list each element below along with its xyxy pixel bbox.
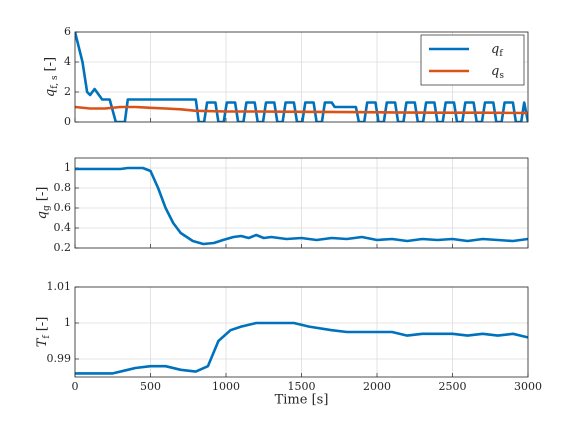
y-label-symbol: q [43,89,58,97]
y-label-unit: [-] [35,317,50,332]
x-tick-label: 500 [140,380,161,393]
x-tick-label: 1500 [288,380,316,393]
y-tick-label: 2 [64,85,71,98]
y-axis-label: qg [-] [35,187,52,220]
legend-box [420,34,525,86]
legend-label: qf [491,42,503,59]
x-tick-label: 2000 [363,380,391,393]
data-line [75,166,528,246]
y-tick-label: 1.01 [47,280,72,293]
x-tick-label: 1000 [212,380,240,393]
y-label-subscript: f [42,335,52,339]
x-tick-label: 2500 [439,380,467,393]
x-axis-label: Time [s] [275,393,329,408]
legend-label: qs [491,64,504,81]
y-label-symbol: T [35,337,50,347]
y-tick-label: 4 [64,55,71,68]
y-tick-label: 6 [64,25,71,38]
data-line [75,105,528,115]
y-tick-label: 1 [64,316,71,329]
y-label-unit: [-] [43,57,58,72]
legend-subscript: s [499,71,504,81]
legend-subscript: f [499,49,503,59]
axes-box [74,31,529,123]
y-tick-label: 0.8 [54,181,72,194]
x-tick-label: 3000 [514,380,542,393]
y-tick-label: 0.99 [47,352,72,365]
y-label-subscript: f, s [50,75,60,89]
y-tick-label: 0.2 [54,241,72,254]
y-tick-label: 1 [64,161,71,174]
y-label-symbol: q [35,211,50,219]
y-axis-label: qf, s [-] [43,57,60,97]
y-tick-label: 0.6 [54,201,72,214]
data-line [75,321,528,375]
y-axis-label: Tf [-] [35,317,52,348]
x-tick-label: 0 [72,380,79,393]
legend-symbol: q [491,42,499,57]
axes-box [74,286,529,378]
legend-symbol: q [491,64,499,79]
y-label-unit: [-] [35,187,50,202]
y-label-subscript: g [42,205,52,211]
y-tick-label: 0 [64,115,71,128]
data-line [75,32,528,122]
y-tick-label: 0.4 [54,221,72,234]
axes-box [74,157,529,249]
